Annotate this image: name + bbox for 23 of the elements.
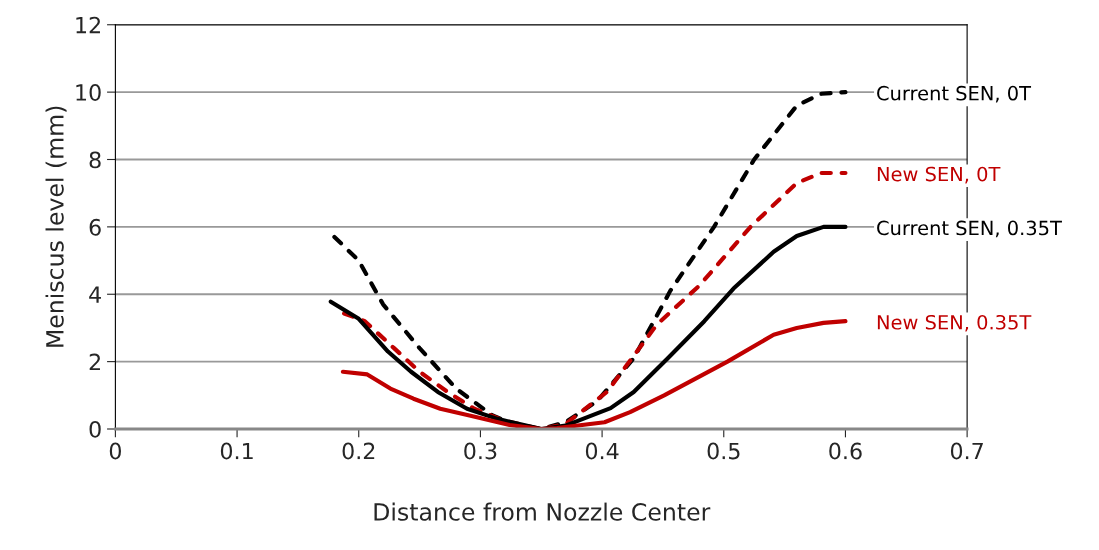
line-series — [342, 170, 848, 429]
y-tick-label: 6 — [89, 218, 101, 236]
x-tick-label: 0.7 — [950, 442, 983, 460]
y-axis-title: Meniscus level (mm) — [45, 106, 67, 347]
x-tick-label: 0.4 — [585, 442, 619, 460]
series-label: New SEN, 0T — [877, 166, 1001, 184]
y-tick-label: 8 — [89, 151, 101, 169]
y-tick-label: 2 — [89, 353, 100, 371]
x-tick-label: 0.5 — [707, 442, 740, 460]
y-tick-label: 0 — [89, 420, 101, 438]
y-tick-label: 4 — [89, 286, 101, 303]
x-tick-label: 0.6 — [829, 442, 862, 460]
series-label: Current SEN, 0T — [877, 85, 1032, 103]
line-series — [332, 90, 848, 429]
y-tick-label: 12 — [76, 16, 100, 34]
x-tick-label: 0.3 — [464, 442, 497, 460]
series-label: New SEN, 0.35T — [877, 314, 1032, 332]
y-tick-label: 10 — [76, 84, 101, 101]
x-tick-label: 0.1 — [220, 442, 253, 460]
x-tick-label: 0 — [109, 442, 121, 460]
series-label: Current SEN, 0.35T — [877, 220, 1062, 238]
x-tick-label: 0.2 — [342, 442, 375, 460]
x-axis-title: Distance from Nozzle Center — [374, 502, 711, 521]
